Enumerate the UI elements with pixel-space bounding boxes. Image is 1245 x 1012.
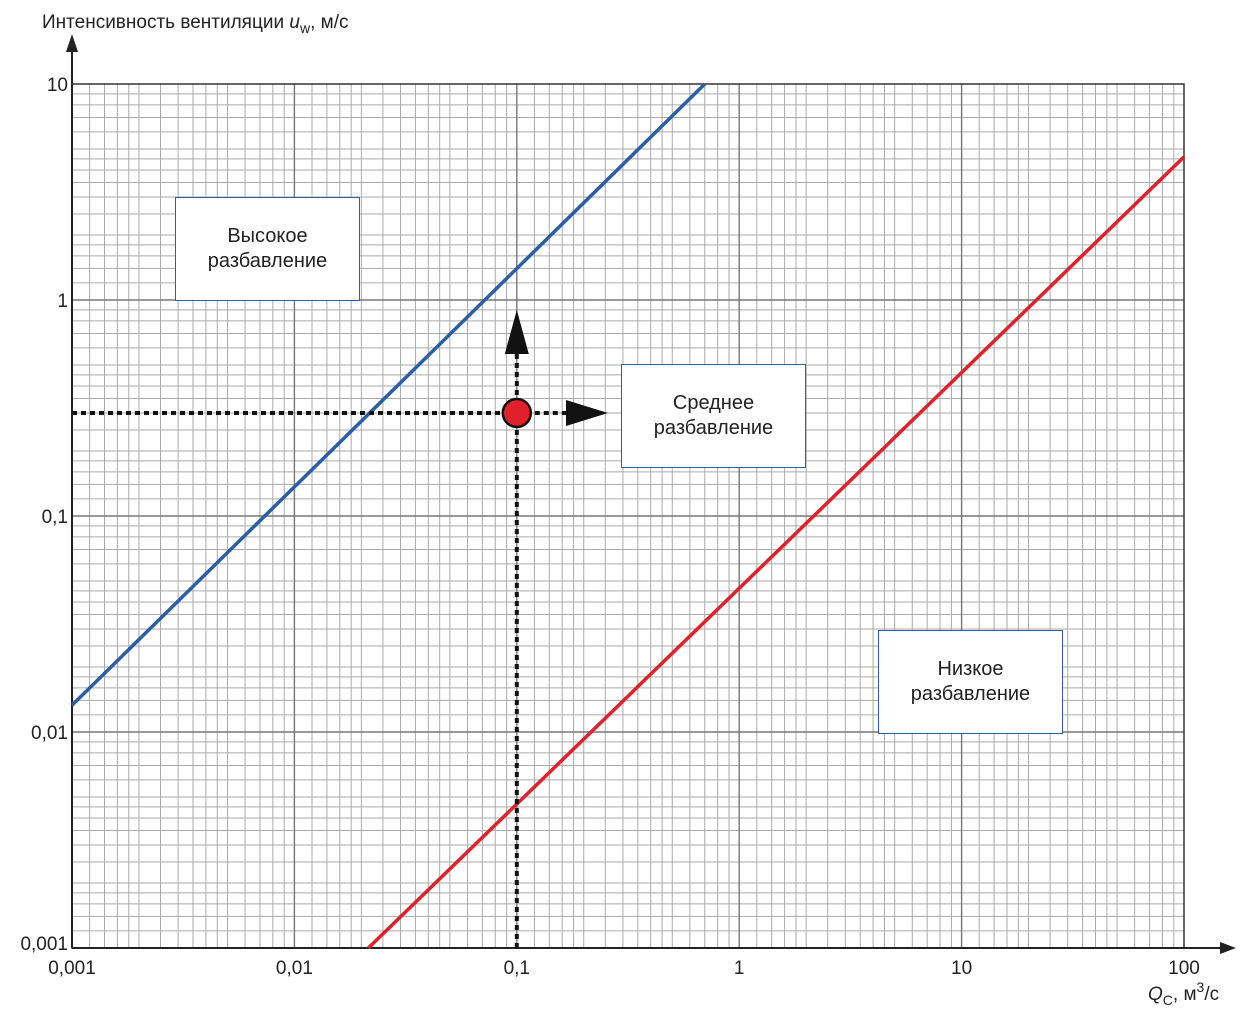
y-axis-title-prefix: Интенсивность вентиляции bbox=[42, 12, 289, 33]
x-axis-title: QC, м3/с bbox=[1148, 979, 1219, 1008]
series-layer bbox=[70, 82, 1186, 950]
tick-labels: 0,001 0,01 0,1 1 10 100 0,001 0,01 0,1 1 10 bbox=[20, 75, 1199, 979]
x-tick-label: 0,001 bbox=[48, 958, 96, 979]
y-axis-title-symbol: u bbox=[289, 12, 300, 33]
x-axis-title-suffix: , м bbox=[1173, 984, 1197, 1005]
region-box-high: Высокое разбавление bbox=[175, 197, 360, 301]
x-tick-label: 0,01 bbox=[276, 958, 313, 979]
y-tick-label: 0,01 bbox=[31, 723, 68, 744]
x-tick-label: 0,1 bbox=[504, 958, 530, 979]
operating-point bbox=[501, 397, 533, 429]
x-axis-title-superscript: 3 bbox=[1197, 979, 1205, 995]
y-axis-title: Интенсивность вентиляции uw, м/с bbox=[42, 12, 348, 36]
arrow-up bbox=[504, 310, 529, 354]
x-axis-title-tail: /с bbox=[1204, 984, 1219, 1005]
axes bbox=[66, 34, 1236, 954]
y-tick-label: 0,001 bbox=[20, 934, 68, 955]
x-axis-title-symbol: Q bbox=[1148, 984, 1163, 1005]
region-box-medium: Среднее разбавление bbox=[621, 364, 806, 468]
y-axis-title-subscript: w bbox=[299, 20, 311, 36]
arrow-right bbox=[566, 399, 608, 426]
region-high-line1: Высокое bbox=[227, 225, 308, 247]
boundary-line-blue bbox=[70, 82, 706, 707]
region-low-line1: Низкое bbox=[937, 658, 1004, 680]
x-tick-label: 1 bbox=[734, 958, 745, 979]
x-axis-arrow bbox=[1220, 942, 1236, 954]
guide-lines bbox=[72, 310, 608, 948]
x-axis-title-subscript: C bbox=[1163, 992, 1173, 1008]
x-tick-label: 10 bbox=[951, 958, 972, 979]
boundary-line-red bbox=[367, 155, 1186, 950]
y-tick-label: 0,1 bbox=[42, 507, 68, 528]
region-low-line2: разбавление bbox=[910, 683, 1031, 705]
region-high-line2: разбавление bbox=[207, 250, 328, 272]
y-tick-label: 1 bbox=[57, 291, 68, 312]
x-tick-label: 100 bbox=[1168, 958, 1200, 979]
y-tick-label: 10 bbox=[47, 75, 68, 96]
y-axis-arrow bbox=[66, 34, 78, 52]
y-axis-title-suffix: , м/с bbox=[310, 12, 348, 33]
region-medium-line1: Среднее bbox=[672, 392, 755, 414]
region-medium-line2: разбавление bbox=[653, 417, 774, 439]
region-box-low: Низкое разбавление bbox=[878, 630, 1063, 734]
